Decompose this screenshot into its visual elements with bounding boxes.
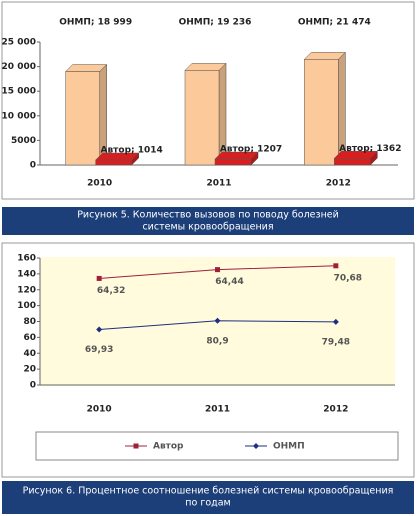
bar-top bbox=[184, 63, 227, 71]
caption: Рисунок 5. Количество вызовов по поводу … bbox=[77, 210, 339, 221]
y-tick-label: 120 bbox=[17, 285, 36, 295]
data-label: ОНМП; 21 474 bbox=[298, 18, 371, 28]
y-tick-label: 0 bbox=[30, 381, 36, 391]
y-tick-label: 40 bbox=[23, 349, 36, 359]
legend-label: Автор bbox=[153, 442, 184, 452]
legend-box bbox=[35, 431, 399, 461]
y-tick-label: 140 bbox=[17, 269, 36, 279]
bar-top bbox=[65, 64, 108, 72]
bar bbox=[334, 158, 371, 166]
data-label: 69,93 bbox=[85, 345, 113, 355]
y-tick-label: 0 bbox=[30, 161, 36, 171]
caption-band bbox=[2, 481, 414, 514]
bar bbox=[184, 70, 220, 166]
y-tick-label: 20 000 bbox=[2, 62, 36, 72]
data-label: 64,44 bbox=[215, 277, 243, 287]
caption: по годам bbox=[185, 498, 230, 509]
data-label: 64,32 bbox=[97, 286, 125, 296]
y-tick-label: 25 000 bbox=[2, 38, 36, 48]
data-label: Автор; 1207 bbox=[220, 145, 282, 155]
bar-top bbox=[303, 52, 346, 60]
y-tick-label: 10 000 bbox=[2, 111, 36, 121]
marker bbox=[214, 317, 221, 324]
y-tick-label: 100 bbox=[17, 301, 36, 311]
legend-marker bbox=[253, 443, 259, 449]
caption: системы кровообращения bbox=[142, 222, 273, 233]
x-tick-label: 2012 bbox=[323, 405, 348, 415]
marker bbox=[332, 318, 339, 325]
data-label: 80,9 bbox=[206, 336, 228, 346]
y-tick-label: 5000 bbox=[11, 136, 36, 146]
x-tick-label: 2010 bbox=[87, 179, 112, 189]
data-label: ОНМП; 19 236 bbox=[179, 18, 252, 28]
marker bbox=[333, 263, 339, 269]
legend-marker bbox=[133, 443, 139, 449]
x-tick-label: 2011 bbox=[206, 179, 231, 189]
x-tick-label: 2010 bbox=[87, 405, 112, 415]
marker bbox=[96, 326, 103, 333]
y-tick-label: 60 bbox=[23, 333, 36, 343]
y-tick-label: 20 bbox=[23, 365, 36, 375]
data-label: Автор; 1362 bbox=[339, 144, 401, 154]
caption: Рисунок 6. Процентное соотношение болезн… bbox=[23, 486, 394, 497]
y-tick-label: 15 000 bbox=[2, 87, 36, 97]
data-label: ОНМП; 18 999 bbox=[59, 18, 132, 28]
x-tick-label: 2012 bbox=[326, 179, 351, 189]
y-tick-label: 80 bbox=[23, 317, 36, 327]
data-label: Автор; 1014 bbox=[101, 146, 163, 156]
legend-label: ОНМП bbox=[273, 442, 305, 452]
data-label: 70,68 bbox=[334, 273, 362, 283]
bar bbox=[214, 158, 252, 166]
bar bbox=[304, 59, 339, 166]
data-label: 79,48 bbox=[322, 337, 350, 347]
caption-band bbox=[2, 207, 414, 235]
bar bbox=[65, 71, 100, 166]
marker bbox=[96, 275, 102, 281]
y-tick-label: 160 bbox=[17, 254, 36, 264]
bar bbox=[95, 159, 132, 166]
x-tick-label: 2011 bbox=[205, 405, 230, 415]
marker bbox=[215, 267, 220, 273]
